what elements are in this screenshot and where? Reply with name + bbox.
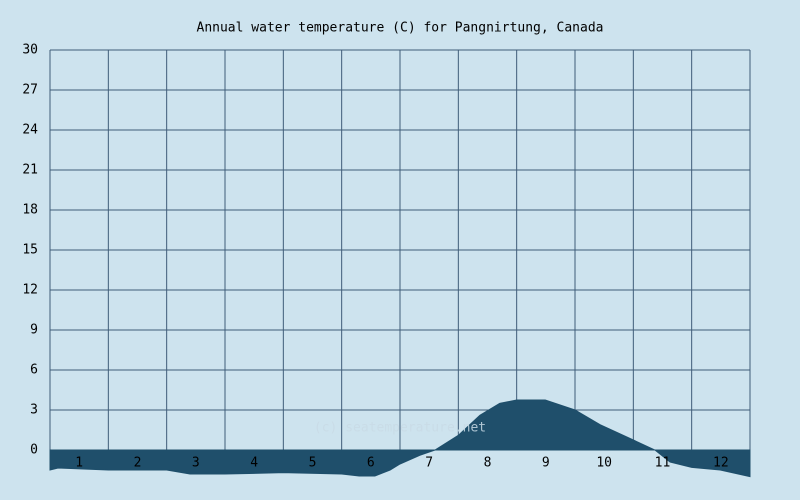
watermark: (c) seatemperature.net: [314, 421, 486, 436]
y-tick-label: 30: [22, 43, 38, 58]
y-tick-label: 21: [22, 163, 38, 178]
x-tick-label: 11: [655, 456, 671, 471]
x-tick-label: 4: [250, 456, 258, 471]
y-tick-label: 27: [22, 83, 38, 98]
y-tick-label: 15: [22, 243, 38, 258]
x-tick-label: 12: [713, 456, 729, 471]
x-tick-label: 10: [596, 456, 612, 471]
y-tick-label: 18: [22, 203, 38, 218]
area: [49, 399, 751, 478]
y-tick-label: 6: [30, 363, 38, 378]
y-tick-label: 9: [30, 323, 38, 338]
y-tick-label: 0: [30, 443, 38, 458]
x-tick-label: 6: [367, 456, 375, 471]
x-tick-label: 7: [425, 456, 433, 471]
x-tick-label: 9: [542, 456, 550, 471]
x-tick-label: 3: [192, 456, 200, 471]
x-tick-label: 5: [309, 456, 317, 471]
y-tick-label: 3: [30, 403, 38, 418]
x-tick-label: 1: [75, 456, 83, 471]
y-tick-label: 12: [22, 283, 38, 298]
x-tick-label: 8: [484, 456, 492, 471]
chart-title: Annual water temperature (C) for Pangnir…: [197, 21, 604, 36]
y-tick-label: 24: [22, 123, 38, 138]
x-tick-label: 2: [134, 456, 142, 471]
